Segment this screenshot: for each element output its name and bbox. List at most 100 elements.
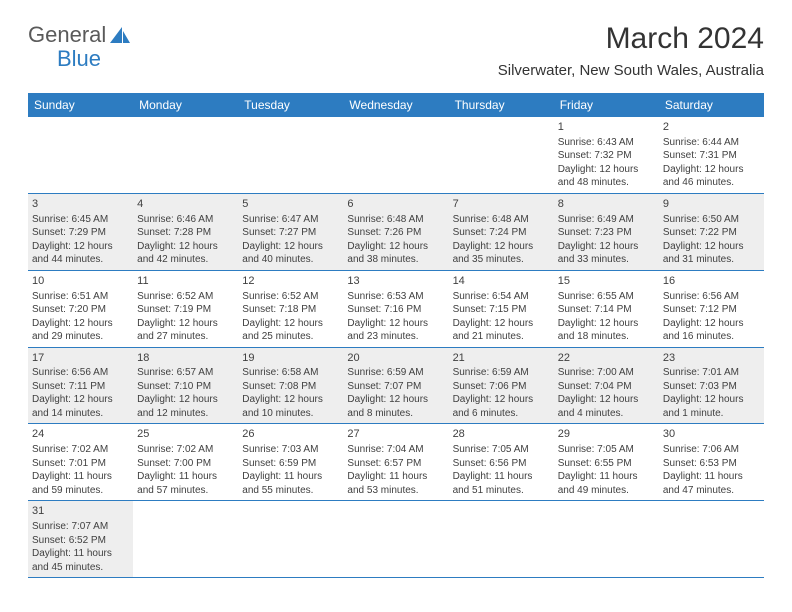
sunset-text: Sunset: 7:29 PM [32, 226, 129, 240]
daylight-text: Daylight: 12 hours [242, 240, 339, 254]
daylight-text: Daylight: 11 hours [347, 470, 444, 484]
daylight-text: and 16 minutes. [663, 330, 760, 344]
day-number: 8 [558, 197, 655, 212]
daylight-text: and 33 minutes. [558, 253, 655, 267]
calendar-day-cell: 6Sunrise: 6:48 AMSunset: 7:26 PMDaylight… [343, 193, 448, 270]
calendar-empty-cell [133, 117, 238, 193]
calendar-day-cell: 30Sunrise: 7:06 AMSunset: 6:53 PMDayligh… [659, 424, 764, 501]
sunset-text: Sunset: 7:04 PM [558, 380, 655, 394]
day-number: 28 [453, 427, 550, 442]
day-header: Sunday [28, 93, 133, 117]
brand-logo: General [28, 22, 134, 48]
sunset-text: Sunset: 7:28 PM [137, 226, 234, 240]
sunrise-text: Sunrise: 6:56 AM [32, 366, 129, 380]
calendar-day-cell: 14Sunrise: 6:54 AMSunset: 7:15 PMDayligh… [449, 270, 554, 347]
sunset-text: Sunset: 7:23 PM [558, 226, 655, 240]
daylight-text: Daylight: 12 hours [347, 393, 444, 407]
daylight-text: and 45 minutes. [32, 561, 129, 575]
calendar-day-cell: 22Sunrise: 7:00 AMSunset: 7:04 PMDayligh… [554, 347, 659, 424]
daylight-text: and 25 minutes. [242, 330, 339, 344]
sunrise-text: Sunrise: 6:49 AM [558, 213, 655, 227]
calendar-day-cell: 16Sunrise: 6:56 AMSunset: 7:12 PMDayligh… [659, 270, 764, 347]
daylight-text: Daylight: 12 hours [558, 317, 655, 331]
day-number: 22 [558, 351, 655, 366]
daylight-text: and 14 minutes. [32, 407, 129, 421]
day-number: 6 [347, 197, 444, 212]
calendar-week-row: 24Sunrise: 7:02 AMSunset: 7:01 PMDayligh… [28, 424, 764, 501]
sunrise-text: Sunrise: 7:01 AM [663, 366, 760, 380]
sunrise-text: Sunrise: 7:00 AM [558, 366, 655, 380]
daylight-text: and 18 minutes. [558, 330, 655, 344]
calendar-day-cell: 8Sunrise: 6:49 AMSunset: 7:23 PMDaylight… [554, 193, 659, 270]
daylight-text: Daylight: 11 hours [32, 547, 129, 561]
sunset-text: Sunset: 6:55 PM [558, 457, 655, 471]
daylight-text: Daylight: 11 hours [137, 470, 234, 484]
calendar-day-cell: 24Sunrise: 7:02 AMSunset: 7:01 PMDayligh… [28, 424, 133, 501]
calendar-day-cell: 17Sunrise: 6:56 AMSunset: 7:11 PMDayligh… [28, 347, 133, 424]
sunrise-text: Sunrise: 6:48 AM [347, 213, 444, 227]
sunset-text: Sunset: 7:08 PM [242, 380, 339, 394]
calendar-day-cell: 29Sunrise: 7:05 AMSunset: 6:55 PMDayligh… [554, 424, 659, 501]
daylight-text: and 42 minutes. [137, 253, 234, 267]
calendar-day-cell: 2Sunrise: 6:44 AMSunset: 7:31 PMDaylight… [659, 117, 764, 193]
sail-icon [108, 25, 134, 45]
daylight-text: Daylight: 11 hours [453, 470, 550, 484]
daylight-text: and 38 minutes. [347, 253, 444, 267]
daylight-text: Daylight: 12 hours [137, 240, 234, 254]
day-number: 10 [32, 274, 129, 289]
daylight-text: and 49 minutes. [558, 484, 655, 498]
sunrise-text: Sunrise: 6:58 AM [242, 366, 339, 380]
day-number: 9 [663, 197, 760, 212]
day-number: 31 [32, 504, 129, 519]
sunset-text: Sunset: 7:22 PM [663, 226, 760, 240]
location-text: Silverwater, New South Wales, Australia [498, 62, 764, 79]
daylight-text: and 21 minutes. [453, 330, 550, 344]
day-number: 21 [453, 351, 550, 366]
calendar-day-cell: 23Sunrise: 7:01 AMSunset: 7:03 PMDayligh… [659, 347, 764, 424]
sunset-text: Sunset: 6:57 PM [347, 457, 444, 471]
sunset-text: Sunset: 7:11 PM [32, 380, 129, 394]
day-number: 3 [32, 197, 129, 212]
calendar-day-cell: 11Sunrise: 6:52 AMSunset: 7:19 PMDayligh… [133, 270, 238, 347]
daylight-text: and 12 minutes. [137, 407, 234, 421]
sunrise-text: Sunrise: 6:48 AM [453, 213, 550, 227]
calendar-day-cell: 13Sunrise: 6:53 AMSunset: 7:16 PMDayligh… [343, 270, 448, 347]
calendar-empty-cell [554, 501, 659, 578]
sunset-text: Sunset: 7:01 PM [32, 457, 129, 471]
calendar-empty-cell [449, 117, 554, 193]
day-number: 18 [137, 351, 234, 366]
calendar-header-row: SundayMondayTuesdayWednesdayThursdayFrid… [28, 93, 764, 117]
daylight-text: Daylight: 12 hours [558, 393, 655, 407]
daylight-text: and 55 minutes. [242, 484, 339, 498]
daylight-text: and 51 minutes. [453, 484, 550, 498]
day-number: 14 [453, 274, 550, 289]
calendar-empty-cell [238, 117, 343, 193]
daylight-text: and 59 minutes. [32, 484, 129, 498]
calendar-table: SundayMondayTuesdayWednesdayThursdayFrid… [28, 93, 764, 578]
sunset-text: Sunset: 7:06 PM [453, 380, 550, 394]
daylight-text: Daylight: 12 hours [32, 393, 129, 407]
daylight-text: and 29 minutes. [32, 330, 129, 344]
brand-part1: General [28, 22, 106, 48]
day-number: 26 [242, 427, 339, 442]
daylight-text: Daylight: 11 hours [32, 470, 129, 484]
day-header: Friday [554, 93, 659, 117]
daylight-text: and 46 minutes. [663, 176, 760, 190]
calendar-day-cell: 25Sunrise: 7:02 AMSunset: 7:00 PMDayligh… [133, 424, 238, 501]
sunset-text: Sunset: 7:32 PM [558, 149, 655, 163]
day-header: Wednesday [343, 93, 448, 117]
sunset-text: Sunset: 6:52 PM [32, 534, 129, 548]
daylight-text: Daylight: 12 hours [663, 393, 760, 407]
daylight-text: and 23 minutes. [347, 330, 444, 344]
sunset-text: Sunset: 7:31 PM [663, 149, 760, 163]
daylight-text: Daylight: 12 hours [242, 393, 339, 407]
daylight-text: Daylight: 12 hours [453, 240, 550, 254]
day-number: 17 [32, 351, 129, 366]
sunset-text: Sunset: 7:03 PM [663, 380, 760, 394]
calendar-day-cell: 20Sunrise: 6:59 AMSunset: 7:07 PMDayligh… [343, 347, 448, 424]
daylight-text: Daylight: 12 hours [32, 317, 129, 331]
sunrise-text: Sunrise: 6:54 AM [453, 290, 550, 304]
sunset-text: Sunset: 7:20 PM [32, 303, 129, 317]
day-number: 5 [242, 197, 339, 212]
calendar-day-cell: 28Sunrise: 7:05 AMSunset: 6:56 PMDayligh… [449, 424, 554, 501]
